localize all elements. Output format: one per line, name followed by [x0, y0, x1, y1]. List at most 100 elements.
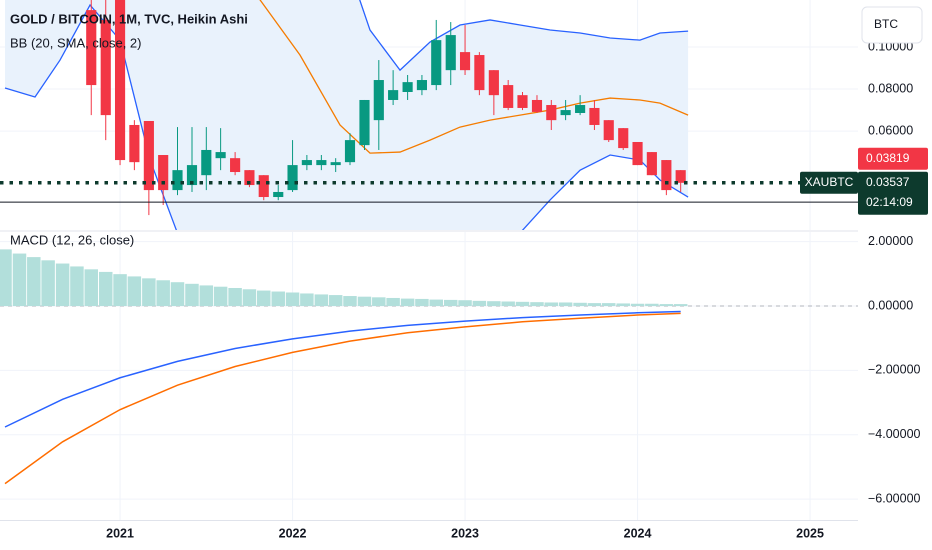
candle-body	[172, 170, 183, 191]
histogram-bar	[0, 249, 12, 307]
y-tick-label: 2.00000	[868, 234, 913, 248]
macd-legend: MACD (12, 26, close)	[10, 232, 134, 247]
histogram-bar	[443, 299, 458, 307]
histogram-bar	[285, 292, 300, 307]
candle-body	[646, 152, 657, 176]
countdown-label: 02:14:09	[866, 195, 913, 209]
histogram-bar	[558, 302, 573, 307]
histogram-bar	[601, 303, 616, 307]
histogram-bar	[573, 302, 587, 307]
price-badge	[858, 147, 928, 170]
histogram-bar	[487, 301, 501, 307]
candle-body	[488, 70, 499, 96]
candle-body	[560, 110, 571, 116]
histogram-bar	[27, 257, 41, 307]
symbol-badge	[800, 171, 858, 194]
candle-body	[344, 140, 356, 163]
histogram-bar	[458, 300, 472, 307]
histogram-bar	[372, 297, 386, 307]
candle-body	[388, 90, 399, 100]
histogram-bar	[185, 283, 199, 307]
histogram-bar	[199, 285, 214, 307]
x-tick-label: 2024	[624, 526, 652, 540]
candle-body	[459, 52, 471, 71]
histogram-bar	[70, 266, 84, 307]
x-tick-label: 2023	[451, 526, 479, 540]
candle-body	[186, 165, 198, 186]
y-tick-label: 0.00000	[868, 298, 913, 312]
macd-pane	[0, 249, 858, 485]
candle-body	[129, 124, 140, 163]
candle-body	[546, 105, 557, 121]
symbol-label: XAUBTC	[805, 175, 854, 189]
candle-body	[632, 141, 643, 166]
candle-body	[618, 128, 629, 149]
currency-label[interactable]: BTC	[874, 17, 898, 31]
histogram-bar	[127, 276, 142, 307]
axes: 2021 2022 2023 2024 20250.100000.080000.0600…	[106, 39, 920, 540]
bb-line	[359, 0, 689, 72]
y-tick-label: 0.06000	[868, 123, 913, 137]
y-tick-label: −4.00000	[868, 427, 921, 441]
candle-body	[474, 55, 485, 91]
y-tick-label: −2.00000	[868, 363, 921, 377]
candle-body	[287, 165, 298, 191]
candle-body	[201, 149, 212, 176]
histogram-bar	[98, 271, 113, 307]
last-price-badge	[858, 171, 928, 215]
candle-body	[143, 120, 154, 191]
candle-body	[330, 162, 341, 166]
candle-body	[416, 80, 427, 91]
histogram-bar	[271, 291, 285, 307]
x-tick-label: 2022	[279, 526, 307, 540]
x-tick-label: 2021	[106, 526, 134, 540]
histogram-bar	[544, 302, 559, 307]
histogram-bar	[257, 290, 271, 307]
chart-title: GOLD / BITCOIN, 1M, TVC, Heikin Ashi	[10, 11, 248, 26]
histogram-bar	[228, 287, 242, 307]
candle-body	[114, 0, 126, 161]
price-pane	[0, 0, 858, 230]
histogram-bar	[213, 286, 228, 307]
histogram-bar	[415, 298, 429, 307]
histogram-bar	[400, 298, 415, 307]
histogram-bar	[142, 278, 156, 307]
candle-body	[158, 155, 169, 191]
candle-body	[675, 170, 686, 183]
histogram-bar	[501, 301, 515, 307]
histogram-bar	[472, 300, 487, 307]
bb-legend: BB (20, SMA, close, 2)	[10, 35, 142, 50]
histogram-bar	[170, 282, 185, 307]
histogram-bar	[84, 269, 98, 307]
candle-body	[373, 80, 384, 121]
candle-body	[661, 160, 672, 191]
histogram-bar	[156, 280, 170, 307]
histogram-bar	[630, 303, 645, 307]
bb-line	[259, 0, 689, 154]
histogram-bar	[587, 303, 602, 307]
candle-body	[431, 40, 442, 86]
currency-button[interactable]	[861, 6, 923, 44]
candle-body	[273, 191, 284, 198]
candle-body	[359, 99, 370, 146]
histogram-bar	[300, 293, 314, 307]
price-labels: XAUBTC 0.03537 02:14:09 0.03819	[800, 147, 928, 215]
candle-body	[230, 158, 241, 173]
macd-line	[4, 310, 681, 428]
candle-body	[86, 10, 97, 86]
candle-body	[100, 19, 111, 116]
histogram-bar	[12, 253, 27, 307]
candle-body	[603, 120, 614, 141]
candle-body	[531, 99, 543, 112]
histogram-bar	[659, 304, 674, 307]
x-tick-label: 2025	[796, 526, 824, 540]
candle-body	[301, 160, 312, 166]
last-price-label: 0.03537	[866, 175, 910, 189]
histogram-bar	[55, 263, 70, 307]
histogram-bar	[357, 296, 372, 307]
candle-body	[517, 95, 528, 108]
candle-body	[589, 107, 600, 125]
histogram-bar	[113, 274, 127, 307]
